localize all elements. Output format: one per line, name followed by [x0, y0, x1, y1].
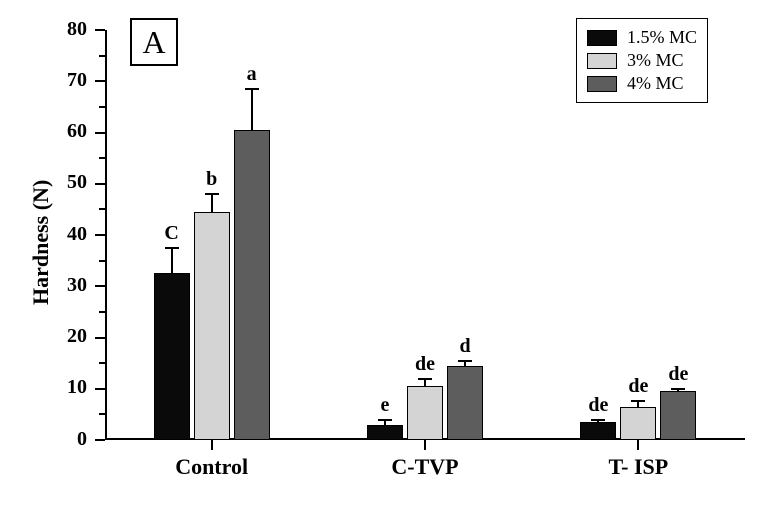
bar — [580, 422, 616, 440]
significance-letter: C — [144, 222, 200, 245]
y-minor-tick — [99, 362, 105, 364]
error-bar-cap — [418, 378, 432, 380]
significance-letter: de — [650, 363, 706, 386]
chart-container: A 1.5% MC3% MC4% MC Hardness (N) 0102030… — [0, 0, 776, 508]
significance-letter: d — [437, 335, 493, 358]
y-tick-label: 60 — [47, 120, 87, 143]
bar — [620, 407, 656, 440]
y-tick-label: 40 — [47, 223, 87, 246]
y-tick-label: 30 — [47, 274, 87, 297]
x-tick — [424, 440, 426, 450]
y-tick-label: 80 — [47, 18, 87, 41]
y-minor-tick — [99, 106, 105, 108]
y-minor-tick — [99, 260, 105, 262]
error-bar-cap — [591, 419, 605, 421]
x-tick-label: Control — [132, 454, 292, 480]
y-tick-label: 0 — [47, 428, 87, 451]
error-bar-cap — [378, 419, 392, 421]
bar — [407, 386, 443, 440]
y-major-tick — [95, 337, 105, 339]
y-major-tick — [95, 183, 105, 185]
y-major-tick — [95, 388, 105, 390]
error-bar — [211, 194, 213, 212]
y-major-tick — [95, 234, 105, 236]
bar — [234, 130, 270, 440]
y-tick-label: 10 — [47, 376, 87, 399]
error-bar-cap — [631, 400, 645, 402]
x-tick — [211, 440, 213, 450]
bar — [194, 212, 230, 440]
error-bar-cap — [671, 388, 685, 390]
bar — [154, 273, 190, 440]
y-minor-tick — [99, 208, 105, 210]
significance-letter: e — [357, 394, 413, 417]
significance-letter: b — [184, 168, 240, 191]
y-axis — [105, 30, 107, 440]
bar — [660, 391, 696, 440]
error-bar — [171, 248, 173, 274]
error-bar-cap — [458, 360, 472, 362]
y-major-tick — [95, 285, 105, 287]
y-minor-tick — [99, 55, 105, 57]
y-minor-tick — [99, 311, 105, 313]
plot-area: 01020304050607080CbaControlededC-TVPdede… — [105, 30, 745, 440]
error-bar-cap — [165, 247, 179, 249]
y-major-tick — [95, 132, 105, 134]
y-tick-label: 50 — [47, 171, 87, 194]
y-major-tick — [95, 29, 105, 31]
y-minor-tick — [99, 157, 105, 159]
bar — [447, 366, 483, 440]
error-bar-cap — [205, 193, 219, 195]
significance-letter: a — [224, 63, 280, 86]
y-tick-label: 20 — [47, 325, 87, 348]
error-bar — [251, 89, 253, 130]
x-tick-label: T- ISP — [558, 454, 718, 480]
y-minor-tick — [99, 413, 105, 415]
error-bar — [424, 379, 426, 387]
y-major-tick — [95, 80, 105, 82]
y-major-tick — [95, 439, 105, 441]
error-bar-cap — [245, 88, 259, 90]
x-tick-label: C-TVP — [345, 454, 505, 480]
y-tick-label: 70 — [47, 69, 87, 92]
bar — [367, 425, 403, 440]
x-tick — [637, 440, 639, 450]
